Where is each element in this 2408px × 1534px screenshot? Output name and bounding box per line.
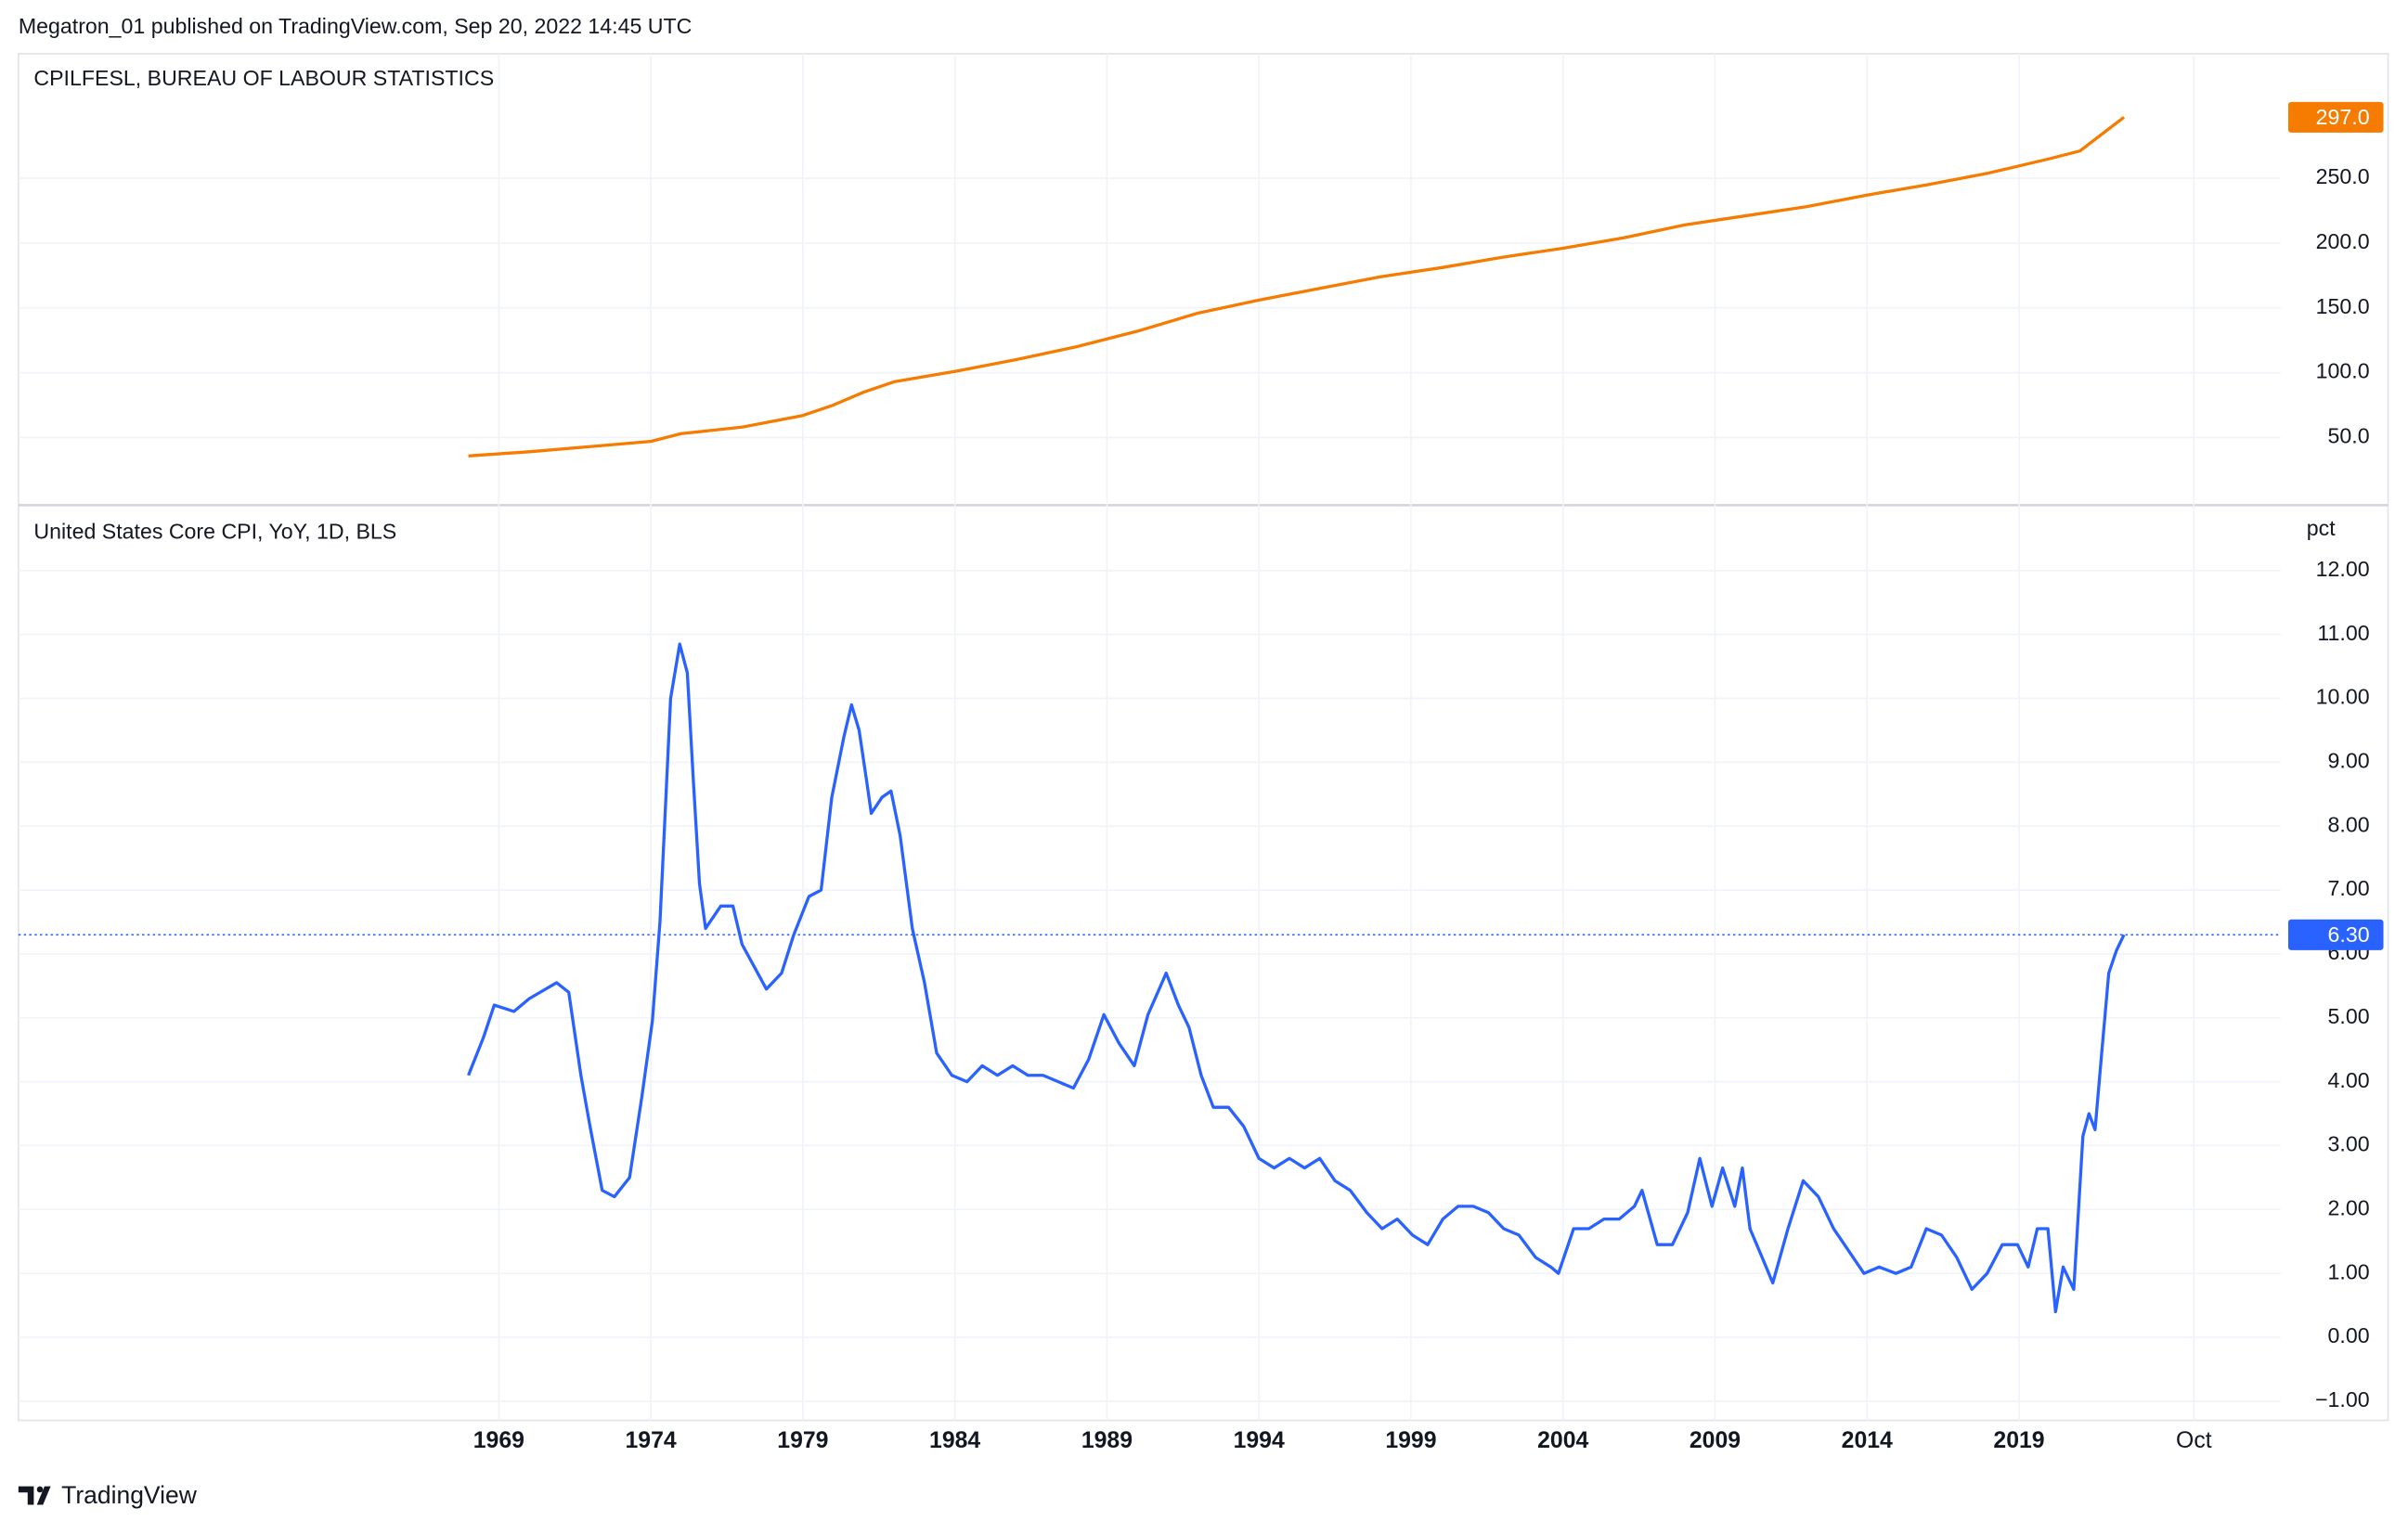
x-tick-label: 1984 — [929, 1428, 980, 1453]
y-tick-label: 5.00 — [2328, 1004, 2370, 1028]
x-tick-label: 2019 — [1993, 1428, 2044, 1453]
x-tick-label: Oct — [2176, 1428, 2212, 1453]
y-tick-label: 9.00 — [2328, 749, 2370, 773]
x-tick-label: 2009 — [1689, 1428, 1741, 1453]
y-tick-label: 250.0 — [2316, 164, 2370, 188]
y-tick-label: 100.0 — [2316, 359, 2370, 383]
pane-title: CPILFESL, BUREAU OF LABOUR STATISTICS — [33, 66, 494, 90]
y-tick-label: 1.00 — [2328, 1259, 2370, 1283]
y-tick-label: 4.00 — [2328, 1068, 2370, 1092]
x-tick-label: 1979 — [777, 1428, 828, 1453]
y-tick-label: 11.00 — [2317, 621, 2369, 645]
y-tick-label: 50.0 — [2328, 424, 2370, 448]
y-tick-label: 8.00 — [2328, 812, 2370, 836]
x-tick-label: 1989 — [1081, 1428, 1133, 1453]
y-tick-label: −1.00 — [2315, 1387, 2370, 1412]
y-tick-label: 12.00 — [2316, 557, 2370, 581]
x-tick-label: 1999 — [1385, 1428, 1436, 1453]
frame — [18, 53, 2389, 1422]
last-value-label: 297.0 — [2316, 105, 2370, 129]
x-tick-label: 2014 — [1842, 1428, 1893, 1453]
x-tick-label: 1994 — [1234, 1428, 1285, 1453]
pane-title: United States Core CPI, YoY, 1D, BLS — [33, 519, 396, 543]
x-tick-label: 1974 — [626, 1428, 677, 1453]
series-line — [467, 642, 2126, 1314]
brand: TradingView — [61, 1481, 198, 1509]
last-value-badge — [2287, 919, 2384, 950]
x-tick-label: 1969 — [473, 1428, 524, 1453]
x-tick-label: 2004 — [1537, 1428, 1588, 1453]
publish-header: Megatron_01 published on TradingView.com… — [19, 14, 693, 38]
y-tick-label: 150.0 — [2316, 294, 2370, 318]
y-tick-label: 2.00 — [2328, 1195, 2370, 1219]
y-tick-label: 200.0 — [2316, 229, 2370, 253]
y-unit: pct — [2307, 516, 2336, 540]
y-tick-label: 3.00 — [2328, 1132, 2370, 1156]
series-line — [468, 116, 2126, 458]
y-tick-label: 7.00 — [2328, 876, 2370, 900]
last-value-badge — [2287, 101, 2384, 133]
tv-logo — [18, 1486, 51, 1505]
y-tick-label: 10.00 — [2316, 685, 2370, 709]
y-tick-label: 0.00 — [2328, 1323, 2370, 1347]
last-value-label: 6.30 — [2328, 922, 2370, 947]
